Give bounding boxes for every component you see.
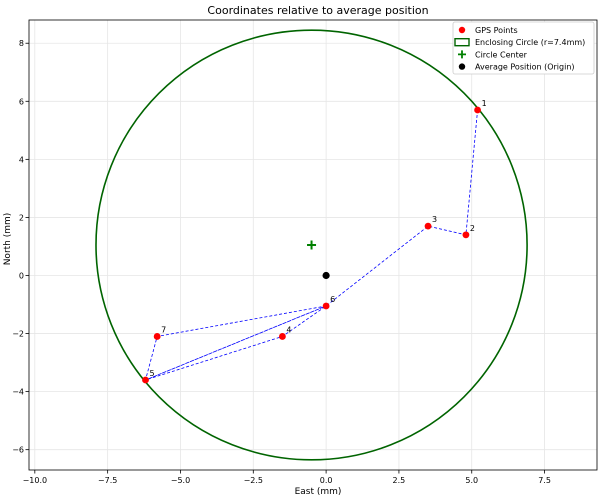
y-tick-label: 4 bbox=[19, 155, 24, 164]
legend-label: Circle Center bbox=[475, 50, 528, 59]
average-position-marker bbox=[322, 271, 330, 280]
enclosing-circle bbox=[95, 29, 528, 461]
grid-lines bbox=[29, 20, 597, 470]
axis-ticks: −10.0 −7.5 −5.0 −2.5 0.0 2.5 5.0 7.5 −6 −4 −2 0 2 4 6 8 bbox=[12, 39, 551, 485]
gps-point bbox=[279, 333, 286, 340]
x-tick-label: 5.0 bbox=[465, 476, 478, 485]
gps-point-label: 3 bbox=[432, 215, 437, 224]
y-tick-label: −4 bbox=[12, 388, 24, 397]
legend-label: Average Position (Origin) bbox=[475, 63, 575, 72]
gps-point-label: 6 bbox=[330, 295, 335, 304]
gps-point-label: 7 bbox=[161, 325, 166, 334]
x-tick-label: −2.5 bbox=[244, 476, 263, 485]
x-tick-label: −10.0 bbox=[23, 476, 48, 485]
y-tick-label: −2 bbox=[12, 330, 24, 339]
gps-point bbox=[153, 333, 161, 340]
x-tick-label: −5.0 bbox=[171, 476, 190, 485]
legend-marker-dot bbox=[458, 26, 466, 34]
y-tick-label: 0 bbox=[19, 271, 24, 280]
x-tick-label: 0.0 bbox=[320, 476, 333, 485]
x-tick-label: 7.5 bbox=[538, 476, 551, 485]
legend-marker-dot bbox=[458, 63, 466, 70]
gps-point bbox=[424, 222, 432, 230]
gps-point bbox=[322, 302, 330, 310]
legend-label: GPS Points bbox=[475, 26, 518, 35]
legend-box bbox=[452, 21, 595, 75]
y-tick-label: 6 bbox=[19, 97, 24, 106]
x-tick-label: −7.5 bbox=[98, 476, 117, 485]
gps-point-label: 4 bbox=[286, 325, 291, 334]
circle-center-marker bbox=[307, 240, 317, 250]
plot-series: 1 2 3 4 5 6 7 bbox=[95, 29, 528, 461]
y-tick-label: 8 bbox=[19, 39, 24, 48]
plot-frame bbox=[28, 19, 598, 471]
chart-title: Coordinates relative to average position bbox=[207, 4, 428, 17]
gps-point bbox=[474, 106, 481, 114]
x-tick-label: 2.5 bbox=[393, 476, 406, 485]
legend-marker-swatch bbox=[454, 38, 470, 47]
y-axis-label: North (mm) bbox=[3, 213, 13, 266]
gps-point bbox=[142, 376, 149, 384]
legend-label: Enclosing Circle (r=7.4mm) bbox=[475, 38, 585, 47]
x-axis-label: East (mm) bbox=[295, 487, 342, 497]
gps-point-label: 1 bbox=[482, 99, 487, 108]
y-tick-label: 2 bbox=[19, 213, 24, 222]
legend-marker-plus bbox=[458, 50, 466, 59]
gps-point-label: 5 bbox=[150, 369, 155, 378]
gps-point bbox=[462, 231, 470, 239]
axes-frame bbox=[28, 19, 598, 471]
chart-legend: GPS Points Enclosing Circle (r=7.4mm) Circ… bbox=[452, 21, 595, 75]
gps-point-label: 2 bbox=[470, 224, 475, 233]
y-tick-label: −6 bbox=[12, 446, 24, 455]
